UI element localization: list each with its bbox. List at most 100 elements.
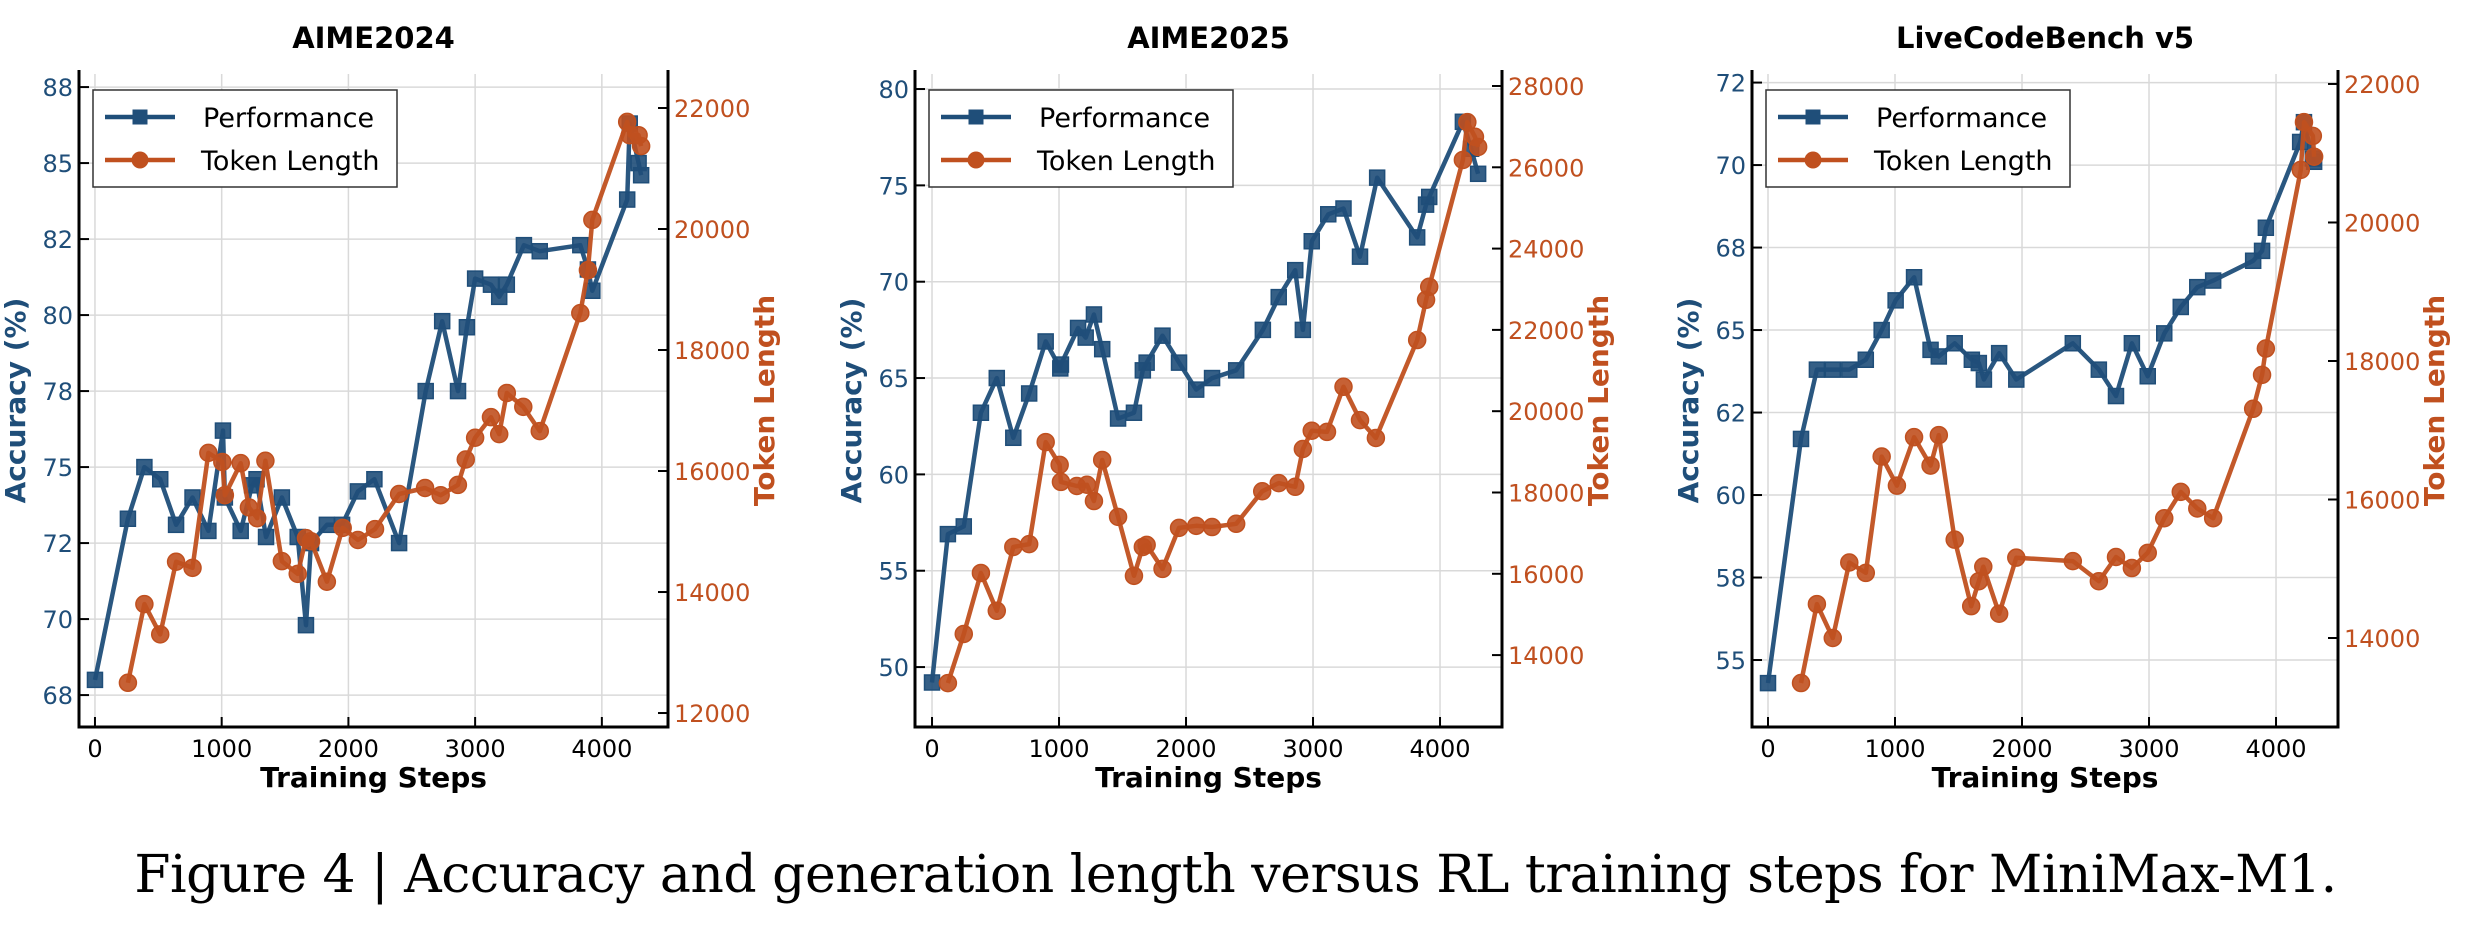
- data-point-square: [2139, 367, 2156, 385]
- data-point-square: [1294, 321, 1312, 339]
- legend-entry-token-length: Token Length: [105, 146, 380, 177]
- data-point-square: [2008, 371, 2025, 388]
- data-point-circle: [1840, 553, 1859, 572]
- data-point-square: [1335, 200, 1352, 217]
- data-point-square: [988, 369, 1006, 387]
- data-point-circle: [2063, 551, 2083, 571]
- data-point-square: [1759, 674, 1777, 692]
- legend: Performance Token Length: [1765, 89, 2071, 188]
- data-point-circle: [2294, 112, 2314, 132]
- data-point-circle: [150, 625, 170, 644]
- data-point-square: [1037, 333, 1054, 350]
- data-point-circle: [1092, 450, 1112, 470]
- x-tick-label: 2000: [1155, 735, 1216, 763]
- y2-tick-label: 14000: [674, 579, 750, 607]
- chart-2: AIME2025 0 1000 2000 3000 4000 50 55 60 65 70 75 80 1…: [835, 21, 1615, 794]
- y-axis-label: Accuracy (%): [835, 298, 868, 504]
- data-point-square: [1052, 356, 1070, 373]
- x-tick-label: 1000: [1864, 735, 1925, 763]
- data-point-circle: [183, 558, 202, 578]
- data-point-square: [1138, 354, 1155, 371]
- data-point-square: [1946, 335, 1963, 352]
- data-point-circle: [631, 136, 651, 156]
- data-point-circle: [1823, 628, 1843, 648]
- data-point-circle: [1036, 432, 1055, 452]
- data-point-circle: [2303, 126, 2323, 146]
- y2-tick-label: 18000: [1508, 479, 1584, 507]
- data-point-square: [1857, 351, 1875, 368]
- y-tick-label: 68: [1715, 235, 1746, 263]
- data-point-circle: [166, 552, 186, 572]
- data-point-square: [1905, 269, 1923, 286]
- data-point-circle: [1051, 472, 1071, 492]
- y2-tick-label: 16000: [2344, 486, 2420, 514]
- data-point-square: [1469, 165, 1487, 183]
- data-point-circle: [365, 519, 385, 539]
- data-point-square: [1154, 327, 1171, 344]
- series-token-length: [1791, 112, 2324, 693]
- series-line: [1765, 119, 2317, 684]
- data-point-square: [972, 404, 990, 421]
- data-point-square: [1792, 430, 1810, 448]
- x-tick-label: 3000: [2118, 735, 2179, 763]
- data-point-square: [2189, 278, 2206, 296]
- data-point-circle: [2243, 399, 2263, 419]
- data-point-square: [2257, 219, 2275, 237]
- data-point-circle: [2256, 339, 2276, 358]
- data-point-circle: [987, 601, 1007, 621]
- data-point-circle: [1202, 517, 1222, 537]
- y-tick-label: 78: [42, 378, 73, 406]
- data-point-circle: [1285, 477, 1305, 497]
- y2-tick-label: 20000: [2344, 209, 2420, 237]
- data-point-circle: [1961, 596, 1981, 616]
- data-point-square: [1808, 361, 1826, 378]
- data-point-square: [273, 489, 291, 506]
- data-point-circle: [1269, 473, 1288, 493]
- series-performance: [86, 115, 650, 689]
- data-point-square: [498, 276, 516, 293]
- x-tick-label: 4000: [1409, 735, 1470, 763]
- data-point-circle: [317, 572, 337, 591]
- y-tick-label: 58: [1715, 565, 1746, 593]
- data-point-square: [167, 516, 185, 534]
- data-point-square: [86, 671, 104, 689]
- y2-tick-label: 22000: [2344, 71, 2420, 99]
- data-point-circle: [1124, 566, 1144, 586]
- data-point-circle: [489, 424, 509, 444]
- y-tick-label: 88: [42, 74, 73, 102]
- data-point-square: [318, 516, 336, 534]
- data-point-square: [939, 525, 957, 543]
- y-axis-label: Accuracy (%): [1672, 298, 1705, 504]
- legend-label: Token Length: [1873, 146, 2053, 177]
- data-point-circle: [1293, 439, 1313, 459]
- y2-tick-label: 22000: [1508, 317, 1584, 345]
- data-point-circle: [2155, 508, 2174, 528]
- x-tick-label: 1000: [191, 735, 252, 763]
- data-point-circle: [1019, 534, 1039, 554]
- data-point-circle: [938, 673, 958, 693]
- x-axis-label: Training Steps: [1932, 761, 2159, 794]
- data-point-circle: [571, 303, 590, 323]
- legend-entry-performance: Performance: [105, 103, 374, 134]
- y2-axis-label: Token Length: [1582, 295, 1615, 506]
- data-point-circle: [213, 452, 232, 472]
- data-point-square: [1286, 261, 1304, 279]
- y-tick-label: 55: [1715, 647, 1746, 675]
- legend-entry-performance: Performance: [941, 103, 1210, 134]
- data-point-circle: [954, 624, 974, 644]
- data-point-circle: [448, 475, 468, 495]
- data-point-circle: [301, 531, 321, 551]
- data-point-circle: [514, 397, 533, 417]
- series-token-length: [938, 112, 1488, 693]
- data-point-square: [232, 522, 249, 540]
- y2-tick-label: 18000: [674, 337, 750, 365]
- data-point-circle: [1366, 428, 1386, 448]
- y-tick-label: 82: [42, 226, 73, 254]
- data-point-square: [1303, 232, 1321, 250]
- data-point-circle: [247, 508, 267, 528]
- data-point-square: [1077, 329, 1094, 346]
- data-point-square: [390, 534, 408, 552]
- y2-tick-label: 24000: [1508, 236, 1584, 264]
- data-point-square: [1420, 188, 1438, 206]
- data-point-square: [257, 528, 275, 546]
